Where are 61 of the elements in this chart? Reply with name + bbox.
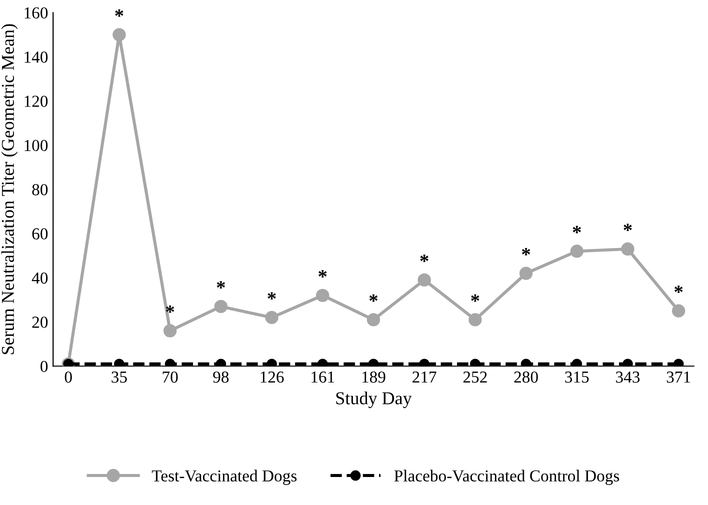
point (418, 273, 431, 287)
x-tick-label: 280 (514, 371, 538, 383)
x-tick-label: 252 (463, 372, 487, 383)
point (216, 358, 226, 366)
point (519, 266, 533, 280)
point (622, 358, 633, 366)
point (419, 358, 430, 366)
annotation: * (471, 294, 480, 302)
y-tick-label: 40 (32, 272, 48, 284)
x-tick-label: 70 (162, 371, 178, 383)
point (266, 358, 277, 366)
point (317, 358, 328, 366)
point (114, 358, 124, 366)
y-axis-title: Serum Neutralization Titer (Geometric Mean) (1, 24, 18, 354)
x-tick-label: 0 (64, 371, 72, 383)
annotation: * (522, 248, 530, 256)
y-tick-label: 120 (24, 96, 48, 107)
point (214, 300, 228, 314)
x-tick-label: 217 (412, 372, 436, 383)
point (316, 288, 330, 302)
point (265, 310, 278, 324)
annotation: * (624, 224, 632, 232)
x-tick-label: 98 (213, 371, 229, 383)
y-tick-label: 160 (24, 7, 48, 19)
x-tick-label: 161 (312, 372, 334, 383)
legend-label: Test-Vaccinated Dogs (152, 470, 297, 485)
y-tick-label: 140 (24, 52, 48, 63)
annotation: * (420, 254, 428, 262)
point (572, 358, 582, 366)
x-tick-label: 35 (112, 372, 127, 383)
point (366, 313, 380, 326)
x-tick-label: 371 (666, 372, 690, 383)
annotation: * (369, 294, 378, 302)
point (368, 358, 379, 366)
y-tick-label: 20 (32, 316, 48, 328)
annotation: * (674, 286, 683, 293)
point (163, 324, 177, 338)
x-tick-label: 343 (616, 372, 640, 383)
annotation: * (216, 281, 225, 288)
point (520, 358, 532, 366)
point (570, 244, 584, 258)
annotation: * (166, 305, 174, 313)
y-tick-label: 60 (32, 228, 48, 240)
point (468, 313, 482, 326)
x-tick-label: 189 (362, 371, 386, 383)
x-tick-label: 315 (565, 372, 589, 383)
annotation: * (115, 9, 124, 17)
x-axis-title: Study Day (336, 392, 412, 408)
annotation: * (268, 292, 276, 300)
point (672, 304, 686, 318)
y-tick-label: 80 (32, 184, 48, 196)
point (673, 358, 684, 366)
annotation: * (572, 226, 581, 234)
y-tick-label: 0 (40, 360, 48, 372)
point (621, 242, 634, 256)
annotation: * (318, 270, 327, 278)
legend-label: Placebo-Vaccinated Control Dogs (394, 470, 620, 485)
x-tick-label: 126 (260, 372, 284, 383)
point (470, 358, 480, 366)
point (164, 358, 176, 366)
y-tick-label: 100 (24, 140, 48, 152)
